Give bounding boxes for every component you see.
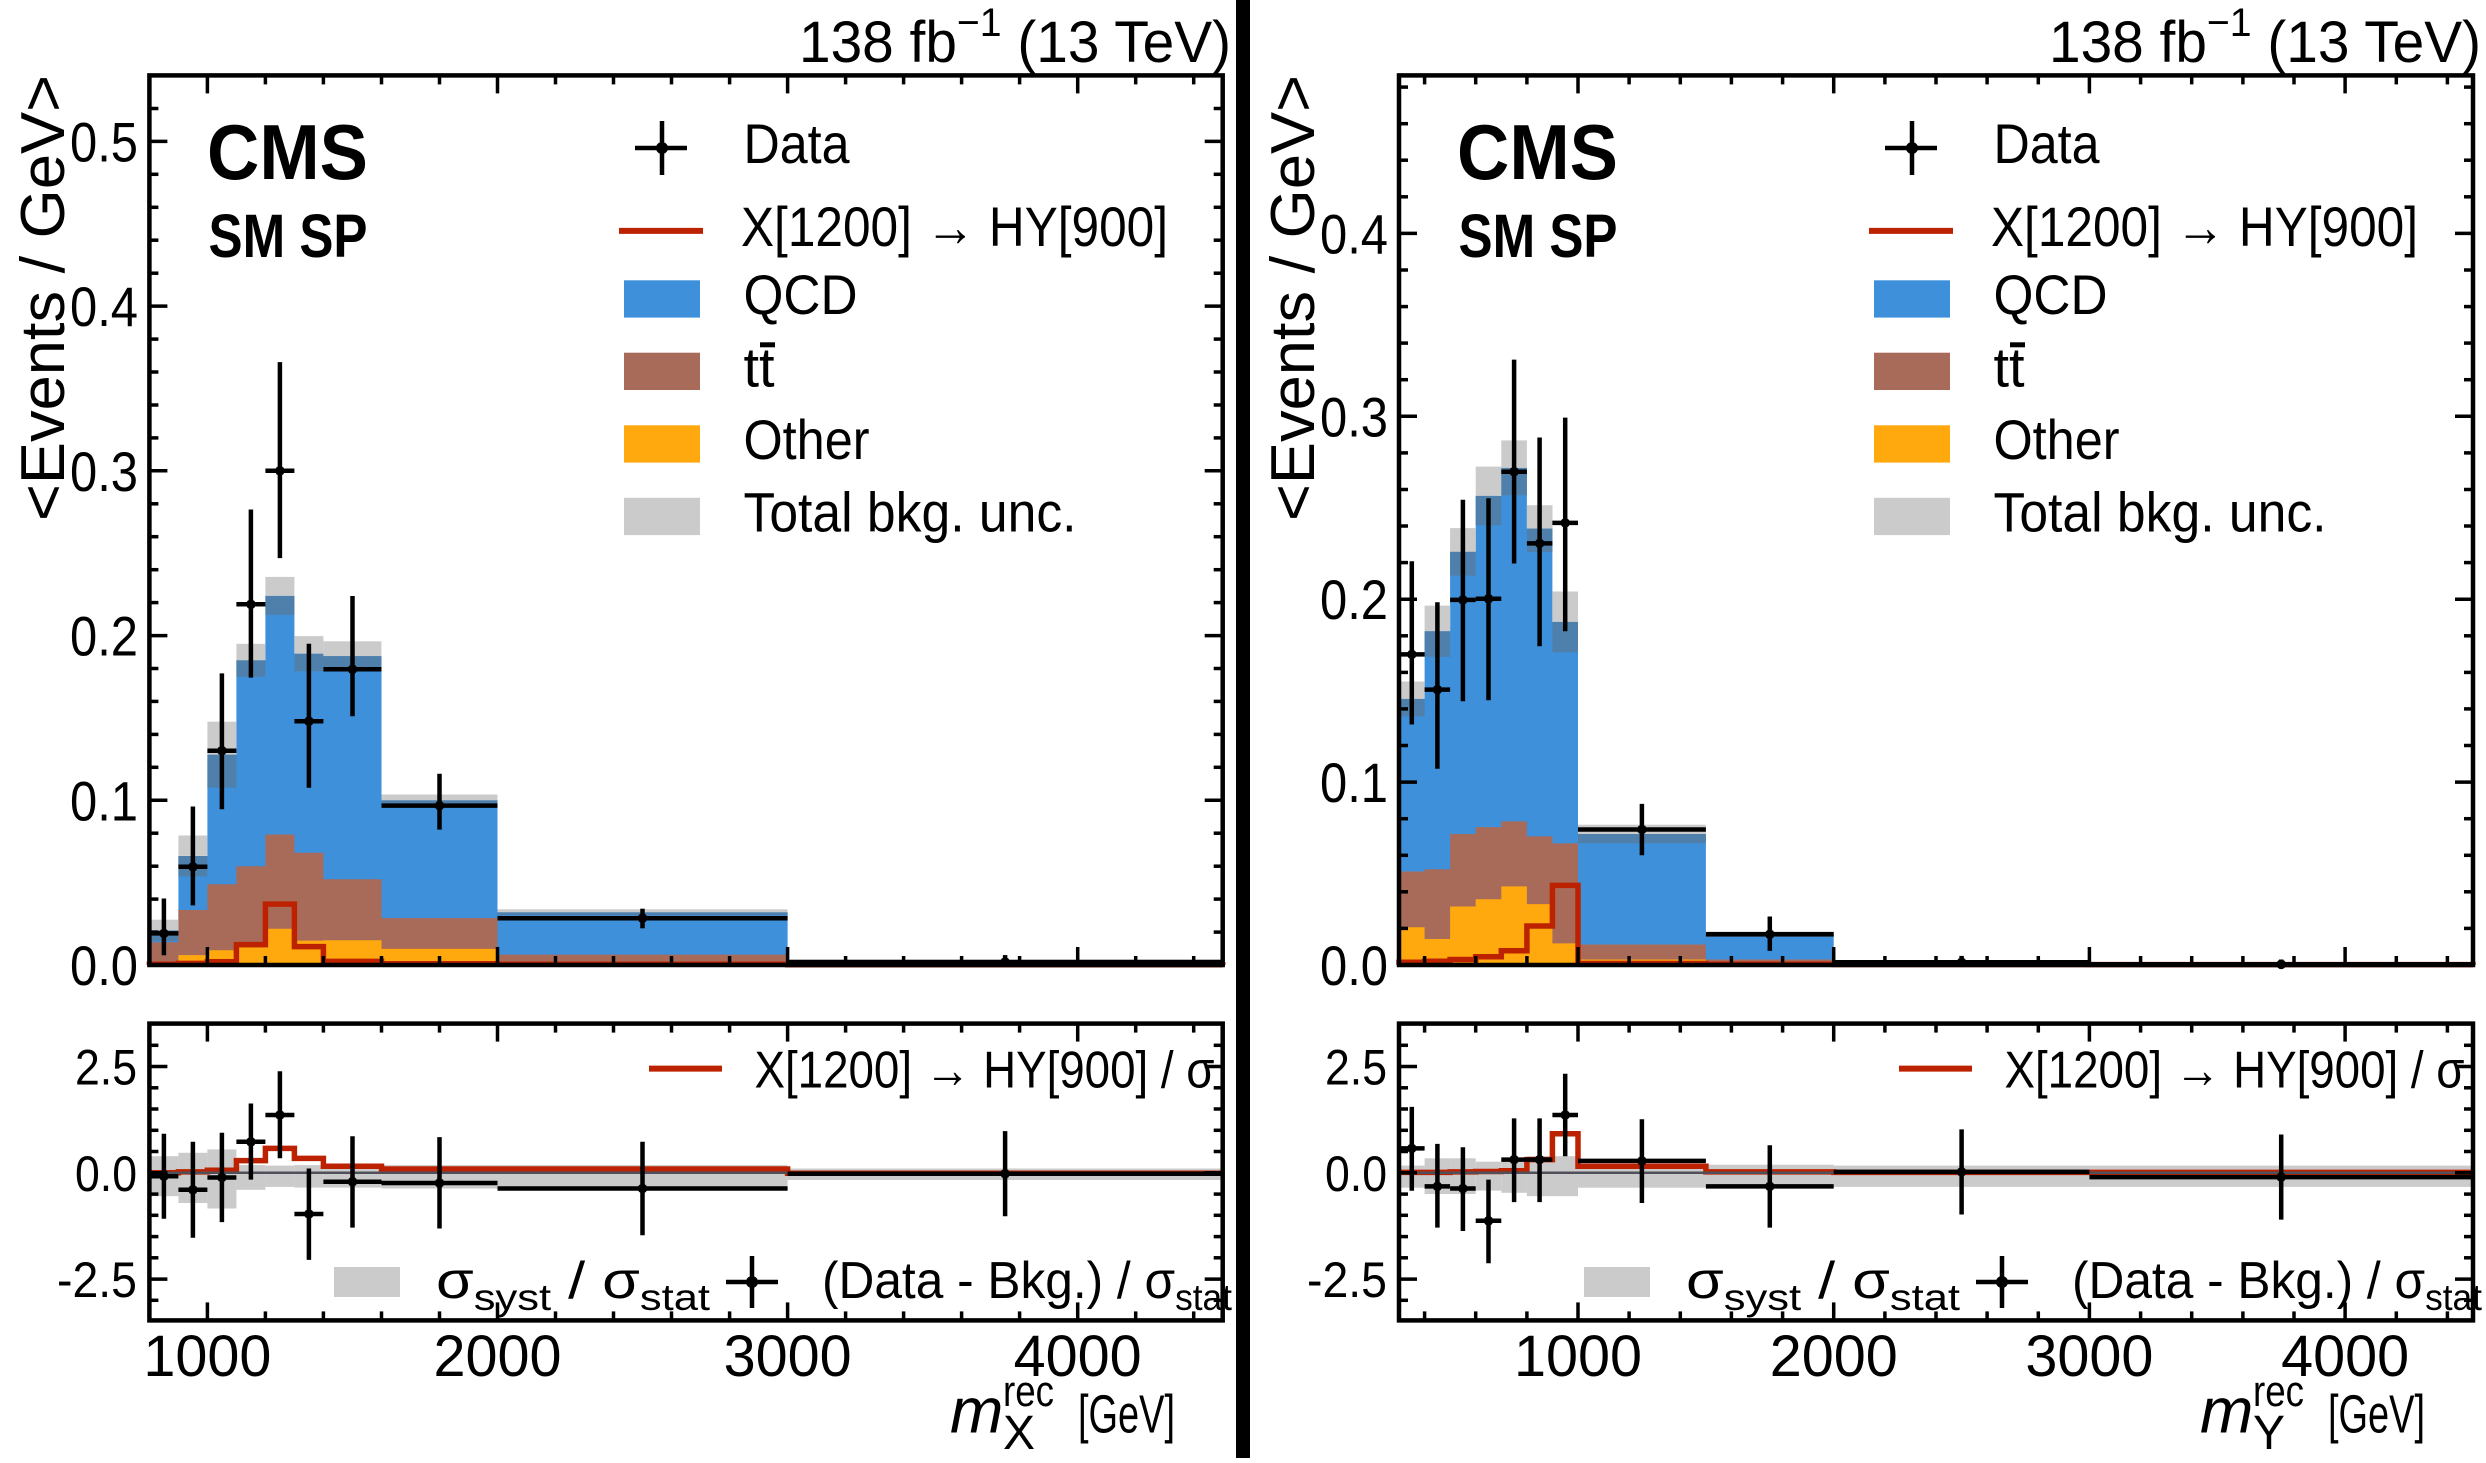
svg-text:0.0: 0.0 [1325,1146,1387,1202]
svg-text:<Events / GeV>: <Events / GeV> [1259,75,1328,521]
svg-text:Y: Y [2253,1407,2285,1458]
svg-text:QCD: QCD [744,263,858,326]
svg-text:138 fb−1 (13 TeV): 138 fb−1 (13 TeV) [2049,1,2481,75]
svg-text:[GeV]: [GeV] [1078,1385,1175,1445]
svg-text:1000: 1000 [143,1324,271,1389]
svg-text:0.4: 0.4 [70,275,138,338]
svg-text:0.0: 0.0 [75,1146,137,1202]
svg-text:2.5: 2.5 [1325,1040,1387,1096]
svg-text:0.4: 0.4 [1320,202,1388,265]
svg-text:m: m [2200,1375,2253,1447]
svg-text:0.3: 0.3 [70,440,138,503]
svg-text:3000: 3000 [724,1324,852,1389]
svg-text:-2.5: -2.5 [57,1252,137,1308]
svg-text:(Data - Bkg.) / σstat: (Data - Bkg.) / σstat [2072,1252,2483,1318]
svg-text:0.0: 0.0 [70,934,138,997]
svg-text:Total bkg. unc.: Total bkg. unc. [744,480,1077,543]
svg-text:X[1200] → HY[900] / σ: X[1200] → HY[900] / σ [755,1042,1215,1100]
svg-text:X: X [1003,1407,1035,1458]
svg-text:m: m [950,1375,1003,1447]
svg-text:0.2: 0.2 [70,605,138,668]
svg-text:SM SP: SM SP [1459,202,1618,270]
svg-text:2.5: 2.5 [75,1040,137,1096]
svg-text:X[1200] → HY[900]: X[1200] → HY[900] [741,195,1168,258]
svg-text:SM SP: SM SP [209,202,368,270]
svg-text:Data: Data [744,112,851,175]
svg-text:<Events / GeV>: <Events / GeV> [9,75,78,521]
svg-text:138 fb−1 (13 TeV): 138 fb−1 (13 TeV) [799,1,1231,75]
svg-text:X[1200] → HY[900]: X[1200] → HY[900] [1991,195,2418,258]
svg-text:-2.5: -2.5 [1307,1252,1387,1308]
svg-text:0.1: 0.1 [70,769,138,832]
svg-text:0.1: 0.1 [1320,751,1388,814]
svg-text:2000: 2000 [1770,1324,1898,1389]
svg-text:0.0: 0.0 [1320,934,1388,997]
svg-text:CMS: CMS [207,108,368,196]
svg-text:2000: 2000 [433,1324,561,1389]
svg-text:[GeV]: [GeV] [2328,1385,2425,1445]
svg-text:1000: 1000 [1514,1324,1642,1389]
svg-text:Other: Other [1994,408,2120,471]
svg-text:Data: Data [1994,112,2101,175]
svg-text:X[1200] → HY[900] / σ: X[1200] → HY[900] / σ [2005,1042,2465,1100]
svg-text:Total bkg. unc.: Total bkg. unc. [1994,480,2327,543]
svg-text:0.2: 0.2 [1320,568,1388,631]
svg-text:0.3: 0.3 [1320,385,1388,448]
svg-text:(Data - Bkg.) / σstat: (Data - Bkg.) / σstat [822,1252,1233,1318]
svg-text:Other: Other [744,408,870,471]
svg-text:3000: 3000 [2025,1324,2153,1389]
svg-text:QCD: QCD [1994,263,2108,326]
svg-text:0.5: 0.5 [70,110,138,173]
svg-text:CMS: CMS [1457,108,1618,196]
